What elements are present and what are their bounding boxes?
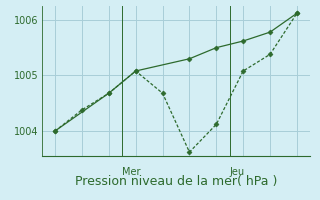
Text: Jeu: Jeu [230,167,245,177]
X-axis label: Pression niveau de la mer( hPa ): Pression niveau de la mer( hPa ) [75,175,277,188]
Text: Mer: Mer [122,167,141,177]
